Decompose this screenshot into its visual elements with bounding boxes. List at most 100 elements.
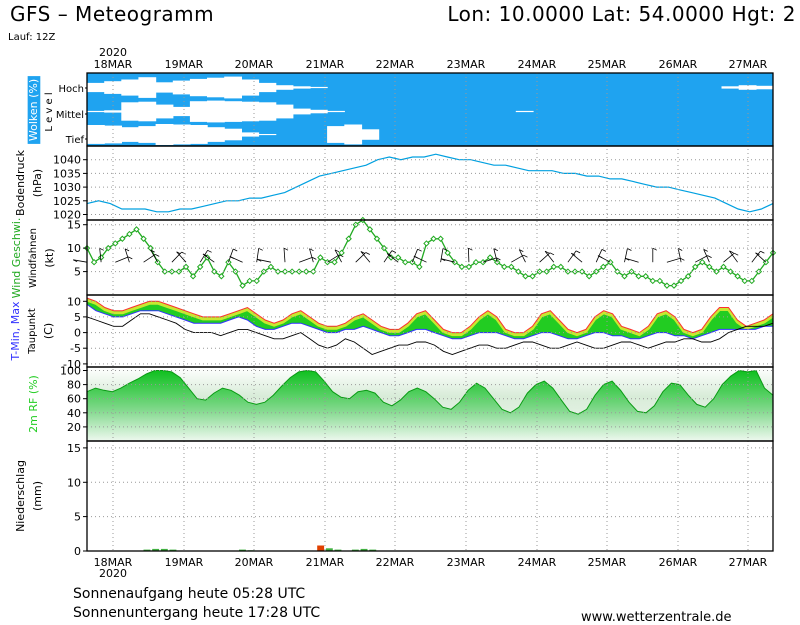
wind-barb-feather bbox=[625, 257, 630, 261]
wind-barb bbox=[283, 248, 286, 263]
precip-bar bbox=[169, 549, 177, 551]
wind-speed-point bbox=[317, 254, 324, 261]
wind-barb-feather bbox=[365, 252, 370, 255]
wind-tick-label: 5 bbox=[74, 266, 81, 279]
pressure-ylabel: Bodendruck bbox=[14, 149, 27, 216]
wind-speed-point bbox=[508, 263, 515, 271]
cloud-clear-tief bbox=[138, 126, 157, 143]
temp-unit: (C) bbox=[42, 323, 55, 339]
cloud-clear-hoch bbox=[275, 85, 294, 90]
wind-speed-point bbox=[345, 235, 352, 242]
day-label-bottom: 26MAR bbox=[659, 556, 698, 569]
wind-barb-feather bbox=[257, 258, 262, 262]
wind-speed-point bbox=[140, 235, 147, 242]
precip-tick-label: 10 bbox=[67, 476, 81, 489]
wind-barb bbox=[256, 248, 260, 263]
cloud-level-label: L e v e l bbox=[44, 92, 55, 131]
wind-barb-feather bbox=[258, 247, 263, 251]
wind-speed-point bbox=[592, 268, 600, 275]
humidity-line bbox=[86, 369, 774, 415]
cloud-clear-mittel bbox=[224, 101, 242, 122]
wind-barb bbox=[666, 257, 681, 263]
cloud-clear-hoch bbox=[224, 76, 242, 99]
wind-barb bbox=[677, 248, 682, 263]
pressure-tick-label: 1020 bbox=[53, 209, 81, 222]
wind-speed-point bbox=[635, 273, 642, 280]
wind-speed-point bbox=[550, 263, 557, 271]
wind-barb bbox=[386, 253, 399, 263]
wind-barb-feather bbox=[207, 249, 212, 253]
wind-barb bbox=[150, 249, 159, 263]
wind-speed-point bbox=[444, 249, 451, 257]
wind-speed-point bbox=[246, 277, 253, 285]
wind-speed-point bbox=[557, 263, 565, 271]
tmin-line bbox=[86, 303, 773, 340]
wind-barb-feather bbox=[549, 252, 555, 256]
day-label-top: 23MAR bbox=[447, 58, 486, 71]
wind-barb-feather bbox=[523, 254, 528, 258]
wind-barb bbox=[383, 250, 393, 263]
day-label-top: 26MAR bbox=[659, 58, 698, 71]
wind-tick-label: 15 bbox=[67, 219, 81, 232]
wind-ylabel2: Windfahnen bbox=[28, 228, 39, 288]
wind-barb-feather bbox=[150, 249, 155, 253]
cloud-clear-hoch bbox=[172, 80, 191, 95]
wind-speed-point bbox=[430, 235, 437, 242]
website-link[interactable]: www.wetterzentrale.de bbox=[581, 610, 732, 625]
humidity-tick-label: 100 bbox=[60, 365, 81, 378]
wind-barb bbox=[199, 250, 208, 263]
wind-barb-feather bbox=[496, 257, 501, 261]
temperature-band-highlight bbox=[86, 298, 774, 337]
day-label-bottom: 23MAR bbox=[447, 556, 486, 569]
cloud-level-hoch: Hoch bbox=[59, 84, 84, 95]
cloud-clear-hoch bbox=[309, 86, 328, 89]
wind-barb bbox=[567, 250, 577, 263]
wind-speed-point bbox=[713, 268, 720, 275]
precip-bar bbox=[317, 545, 325, 551]
wind-barb-feather bbox=[73, 259, 78, 263]
precip-bar bbox=[152, 548, 160, 551]
precip-ylabel: Niederschlag bbox=[14, 460, 27, 532]
wind-barb bbox=[124, 248, 130, 263]
wind-barb-feather bbox=[128, 256, 133, 260]
wind-barb-feather bbox=[233, 248, 238, 252]
cloud-clear-tief bbox=[189, 125, 208, 144]
cloud-clear-tief bbox=[258, 134, 277, 136]
cloud-clear-tief bbox=[241, 132, 260, 137]
precip-bar bbox=[143, 549, 151, 551]
day-label-top: 18MAR bbox=[94, 58, 133, 71]
wind-barb-feather bbox=[202, 253, 208, 257]
svg-text:Wolken (%): Wolken (%) bbox=[27, 79, 40, 141]
precip-bar bbox=[160, 548, 168, 551]
day-label-bottom: 24MAR bbox=[518, 556, 557, 569]
wind-speed-point bbox=[402, 258, 409, 266]
cloud-clear-mittel bbox=[138, 101, 157, 122]
cloud-clear-mittel bbox=[258, 102, 277, 121]
tmax-line bbox=[86, 297, 774, 334]
pressure-line bbox=[86, 153, 774, 213]
cloud-clear-mittel bbox=[87, 110, 105, 113]
wind-barb-feather bbox=[413, 255, 419, 259]
wind-ylabel: Wind Geschwi. bbox=[10, 218, 23, 299]
wind-barb-feather bbox=[707, 255, 712, 258]
cloud-clear-mittel bbox=[155, 104, 174, 119]
cloud-clear-tief bbox=[121, 127, 140, 142]
cloud-clear-hoch bbox=[241, 79, 260, 96]
day-label-top: 25MAR bbox=[588, 58, 627, 71]
wind-speed-point bbox=[684, 273, 692, 280]
wind-barb-feather bbox=[680, 257, 685, 261]
wind-speed-point bbox=[274, 268, 282, 275]
cloud-clear-hoch bbox=[87, 82, 105, 93]
wind-barb bbox=[539, 252, 551, 263]
svg-text:(hPa): (hPa) bbox=[31, 169, 44, 197]
wind-speed-point bbox=[670, 282, 678, 289]
wind-barb-feather bbox=[391, 250, 397, 253]
wind-barb bbox=[518, 249, 526, 263]
wind-barb-feather bbox=[99, 247, 104, 251]
svg-text:T-Min, Max: T-Min, Max bbox=[9, 301, 22, 361]
cloud-clear-hoch bbox=[207, 77, 225, 98]
wind-barb bbox=[257, 258, 271, 263]
wind-speed-point bbox=[621, 273, 628, 280]
cloud-clear-tief bbox=[155, 124, 174, 145]
wind-speed-point bbox=[642, 273, 649, 280]
